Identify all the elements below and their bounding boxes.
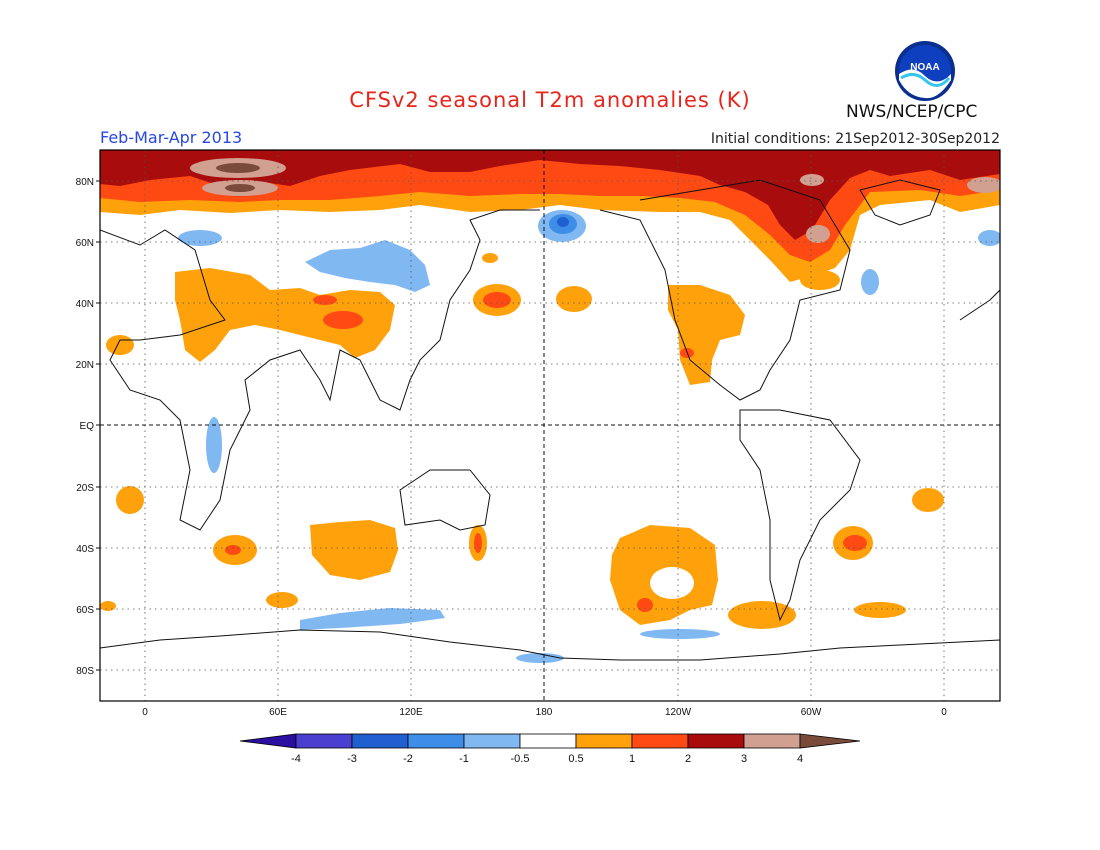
east-canada-warm — [800, 270, 840, 290]
s-ocean-warm-1 — [266, 592, 298, 608]
lat-label: 20S — [76, 483, 94, 494]
colorbar-seg-3 — [407, 733, 465, 749]
lat-label: 80N — [76, 177, 94, 188]
indian-ocean-warm — [310, 520, 398, 580]
africa-east-coast — [959, 289, 1000, 321]
north-america-coast — [599, 179, 851, 401]
siberia-cold — [305, 240, 430, 292]
southern-ocean-cool-2 — [640, 629, 720, 639]
australia-coast — [399, 469, 491, 531]
season-label: Feb-Mar-Apr 2013 — [100, 128, 243, 147]
initial-conditions-label: Initial conditions: 21Sep2012-30Sep2012 — [710, 131, 1000, 147]
lon-label: 60E — [269, 707, 287, 718]
s-atlantic-60-warm — [854, 602, 906, 618]
arabia-warm — [106, 335, 134, 355]
kazakh-warm — [313, 295, 337, 305]
colorbar-labels: -4 -3 -2 -1 -0.5 0.5 1 2 3 4 — [291, 753, 803, 765]
lon-axis: 0 60E 120E 180 120W 60W 0 — [142, 707, 947, 718]
south-pacific-core — [637, 598, 653, 612]
bering-cold-core — [557, 217, 569, 227]
colorbar-seg-2 — [351, 733, 409, 749]
colorbar-seg-10 — [799, 733, 861, 749]
greenland-west-cold — [978, 230, 1000, 246]
colorbar-seg-8 — [687, 733, 745, 749]
ross-cool — [516, 653, 564, 663]
lat-ticks — [96, 180, 100, 671]
lat-label: 60S — [76, 605, 94, 616]
lat-label: 40N — [76, 299, 94, 310]
reference-lines — [100, 150, 1000, 701]
med-warm — [190, 290, 234, 310]
anomaly-shading — [100, 150, 1000, 663]
lat-label: 40S — [76, 544, 94, 555]
greenland-coast — [859, 179, 941, 226]
arctic-peak-1-core — [216, 163, 260, 173]
colorbar-seg-7 — [631, 733, 689, 749]
colorbar-seg-1 — [295, 733, 353, 749]
south-atlantic-core — [843, 535, 867, 551]
s-indian-warm-core — [225, 545, 241, 555]
weddell-warm — [728, 601, 796, 629]
arctic-peak-5 — [967, 177, 1000, 193]
colorbar-tick-label: -2 — [403, 753, 413, 765]
se-atlantic-warm — [912, 488, 944, 512]
south-america-coast — [739, 409, 861, 622]
southern-ocean-cool-1 — [300, 608, 445, 630]
colorbar-tick-label: 3 — [741, 753, 747, 765]
tasman-warm-core — [474, 533, 482, 553]
s-ocean-warm-2 — [100, 601, 116, 611]
map-title: CFSv2 seasonal T2m anomalies (K) — [349, 88, 751, 112]
aleutian-warm — [482, 253, 498, 263]
antarctica-coast — [100, 629, 1000, 661]
colorbar-tick-label: 1 — [629, 753, 635, 765]
coastlines — [100, 179, 1000, 661]
colorbar-seg-9 — [743, 733, 801, 749]
colorbar-tick-label: -4 — [291, 753, 301, 765]
south-pacific-hole — [650, 567, 694, 599]
ne-pacific-warm — [556, 286, 592, 312]
colorbar-tick-label: -0.5 — [511, 753, 530, 765]
canada-east-cold — [861, 269, 879, 295]
colorbar-seg-0 — [239, 733, 297, 749]
arctic-very-warm — [100, 150, 1000, 240]
africa-cool — [206, 417, 222, 473]
colorbar-tick-label: -3 — [347, 753, 357, 765]
lon-label: 120E — [399, 707, 423, 718]
colorbar-tick-label: 0.5 — [568, 753, 583, 765]
arctic-peak-4 — [800, 174, 824, 186]
agency-label: NWS/NCEP/CPC — [846, 102, 978, 122]
eurasia-warm — [175, 268, 395, 362]
colorbar-tick-label: 2 — [685, 753, 691, 765]
noaa-logo: NOAA — [895, 41, 955, 101]
lat-label: EQ — [80, 421, 95, 432]
lon-label: 60W — [801, 707, 822, 718]
colorbar-tick-label: 4 — [797, 753, 803, 765]
eurasia-africa-coast — [100, 209, 540, 531]
lon-label: 180 — [536, 707, 553, 718]
colorbar-seg-4 — [463, 733, 521, 749]
nw-pacific-warm-core — [483, 292, 511, 308]
arctic-peak-3 — [806, 225, 830, 243]
lon-label: 120W — [665, 707, 692, 718]
s-africa-warm — [116, 486, 144, 514]
arctic-peak-2-core — [225, 184, 255, 192]
lat-label: 80S — [76, 666, 94, 677]
west-us-warm — [668, 285, 745, 385]
lon-label: 0 — [941, 707, 947, 718]
colorbar-seg-6 — [575, 733, 633, 749]
colorbar — [239, 733, 861, 749]
lat-label: 60N — [76, 238, 94, 249]
tibet-warm — [323, 311, 363, 329]
colorbar-tick-label: -1 — [459, 753, 469, 765]
lat-label: 20N — [76, 360, 94, 371]
noaa-logo-text: NOAA — [910, 62, 939, 73]
lon-label: 0 — [142, 707, 148, 718]
colorbar-seg-5 — [519, 733, 577, 749]
lat-axis: 80N 60N 40N 20N EQ 20S 40S 60S 80S — [76, 177, 95, 677]
